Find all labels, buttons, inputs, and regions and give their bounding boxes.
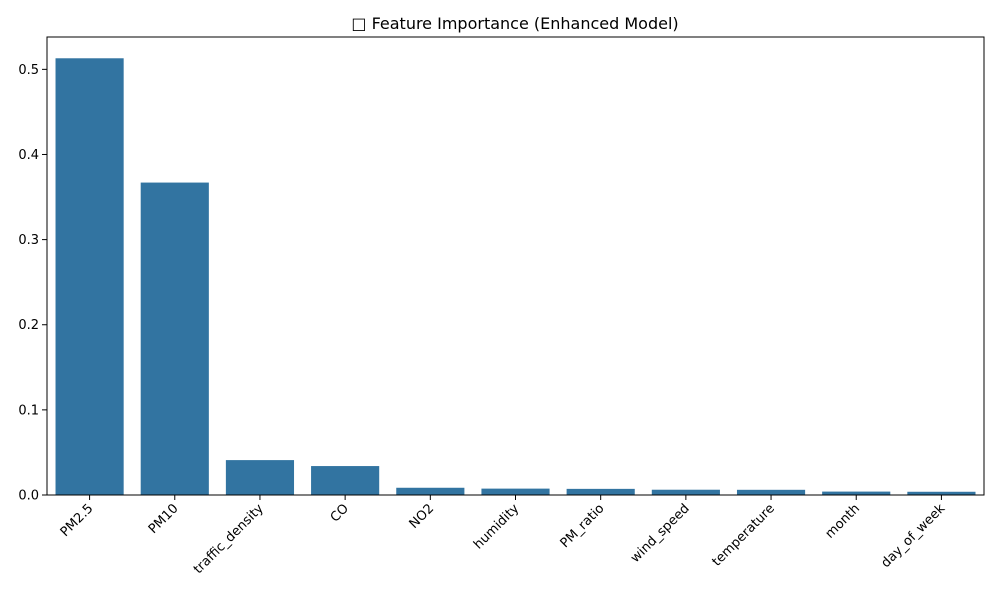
bar-day-of-week xyxy=(907,491,976,495)
bar-month xyxy=(822,491,891,495)
bar-wind-speed xyxy=(651,489,720,495)
x-tick-label: wind_speed xyxy=(628,501,693,566)
x-tick-label: traffic_density xyxy=(191,501,267,577)
bar-temperature xyxy=(736,489,806,495)
y-tick-label: 0.2 xyxy=(18,318,39,333)
y-tick-label: 0.0 xyxy=(18,489,39,504)
y-tick-label: 0.1 xyxy=(18,403,39,418)
x-tick-label: day_of_week xyxy=(879,501,949,571)
bar-pm-ratio xyxy=(566,488,635,495)
bar-traffic-density xyxy=(225,460,295,495)
bar-co xyxy=(311,466,380,495)
y-tick-label: 0.3 xyxy=(18,233,39,248)
y-tick-label: 0.4 xyxy=(18,148,39,163)
y-axis: 0.0 0.1 0.2 0.3 0.4 0.5 xyxy=(18,63,47,504)
y-tick-label: 0.5 xyxy=(18,63,39,78)
bar-no2 xyxy=(396,487,465,495)
x-tick-label: PM2.5 xyxy=(58,501,97,540)
bar-humidity xyxy=(481,488,550,495)
x-tick-label: PM10 xyxy=(146,501,182,537)
bars-layer xyxy=(55,58,976,495)
chart-title: □ Feature Importance (Enhanced Model) xyxy=(351,14,678,33)
x-tick-label: PM_ratio xyxy=(558,501,608,551)
x-tick-label: temperature xyxy=(709,501,777,569)
bar-pm10 xyxy=(140,182,209,495)
x-tick-label: month xyxy=(823,501,863,541)
bar-pm2-5 xyxy=(55,58,124,495)
x-tick-label: humidity xyxy=(471,501,522,552)
x-tick-label: CO xyxy=(328,501,352,525)
x-axis: PM2.5 PM10 traffic_density CO NO2 humidity PM_… xyxy=(58,495,949,577)
plot-frame xyxy=(46,36,985,496)
x-tick-label: NO2 xyxy=(407,501,438,532)
